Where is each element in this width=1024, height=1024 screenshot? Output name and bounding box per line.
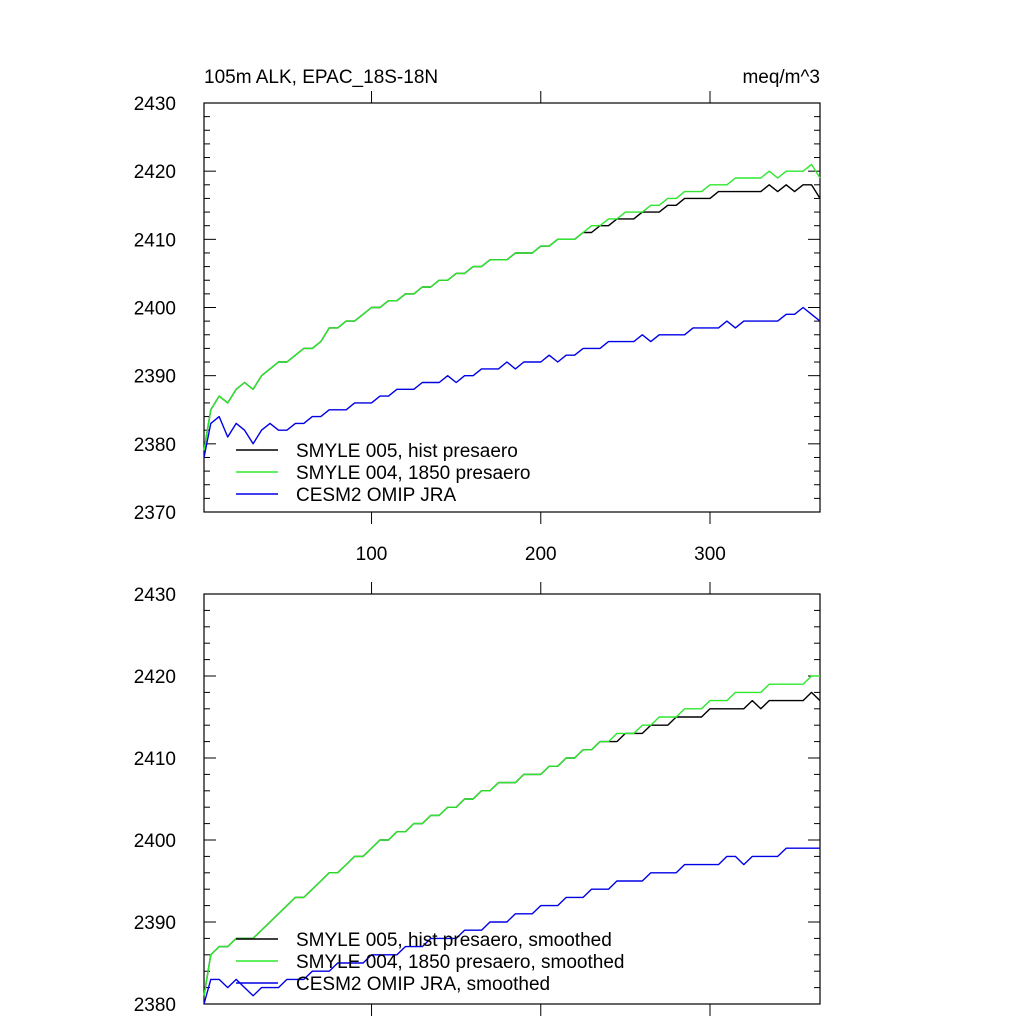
y-tick-label: 2410 <box>134 749 176 770</box>
x-tick-label: 300 <box>694 544 726 565</box>
series-line-2 <box>203 306 821 458</box>
y-tick-label: 2400 <box>134 299 176 320</box>
y-tick-label: 2400 <box>134 831 176 852</box>
y-tick-label: 2430 <box>134 94 176 115</box>
chart-title-left: 105m ALK, EPAC_18S-18N <box>204 67 438 88</box>
legend-label: SMYLE 004, 1850 presaero, smoothed <box>296 952 624 973</box>
y-tick-label: 2420 <box>134 162 176 183</box>
x-tick-label: 200 <box>525 544 557 565</box>
legend-label: CESM2 OMIP JRA <box>296 485 456 506</box>
legend-label: SMYLE 005, hist presaero <box>296 441 518 462</box>
plot-frame <box>203 593 821 1005</box>
series-line-0 <box>203 184 821 451</box>
series-line-2 <box>203 847 820 1005</box>
chart-title-units: meq/m^3 <box>742 67 820 88</box>
y-tick-label: 2380 <box>134 435 176 456</box>
y-tick-label: 2390 <box>134 367 176 388</box>
x-tick-label: 100 <box>356 544 388 565</box>
y-tick-label: 2430 <box>134 585 176 606</box>
legend-label: SMYLE 005, hist presaero, smoothed <box>296 930 612 951</box>
y-tick-label: 2410 <box>134 230 176 251</box>
y-tick-label: 2390 <box>134 913 176 934</box>
legend-label: SMYLE 004, 1850 presaero <box>296 463 531 484</box>
bottom-panel: 2380 2390 2400 2410 2420 2430 SMYLE 005, hist … <box>134 582 821 1016</box>
y-tick-label: 2370 <box>134 503 176 524</box>
top-panel: 2370 2380 2390 2400 2410 2420 2430 100 200 300 SMY… <box>134 91 821 565</box>
series-line-1 <box>203 675 820 996</box>
y-tick-label: 2420 <box>134 667 176 688</box>
series-line-1 <box>203 163 821 451</box>
y-tick-label: 2380 <box>134 995 176 1016</box>
legend-label: CESM2 OMIP JRA, smoothed <box>296 974 550 995</box>
